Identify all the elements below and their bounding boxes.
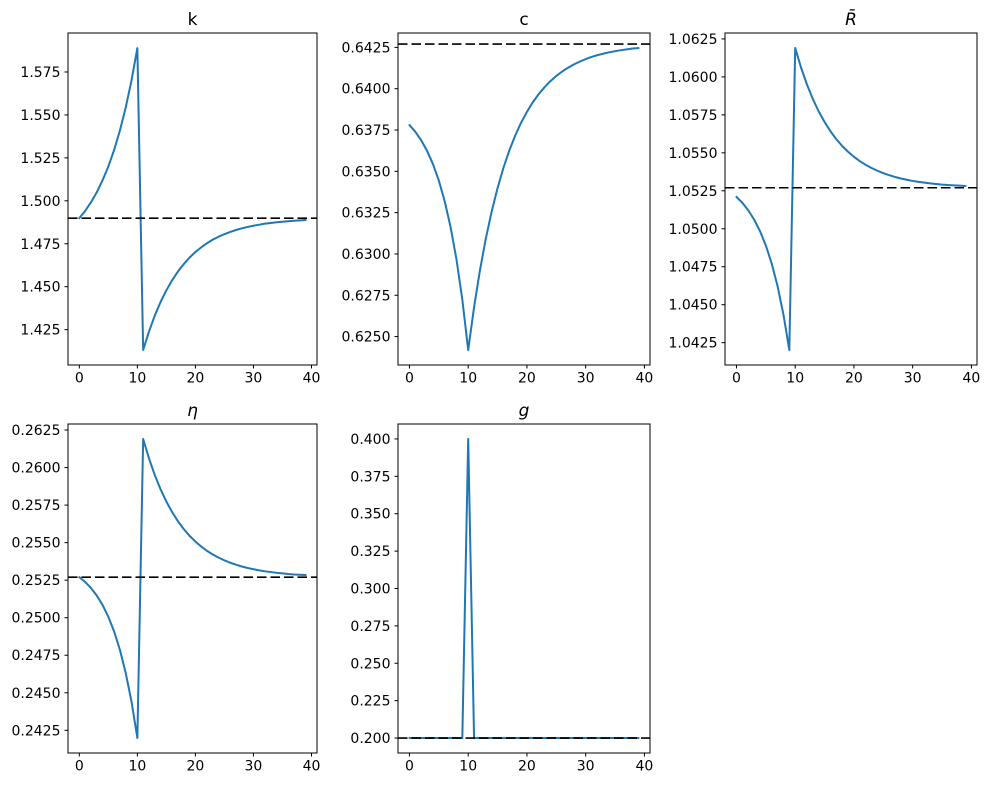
k-title: k [188, 10, 198, 30]
eta-ytick-label: 0.2450 [12, 686, 61, 702]
k-ytick-label: 1.425 [20, 323, 60, 339]
eta-ytick-label: 0.2600 [12, 461, 61, 477]
c-ytick-label: 0.6350 [342, 164, 391, 180]
g-xtick-label: 40 [636, 759, 654, 775]
Rbar-ytick-label: 1.0575 [669, 108, 718, 124]
Rbar-ytick-label: 1.0475 [669, 260, 718, 276]
c-title: c [519, 10, 528, 30]
g-xtick-label: 10 [459, 759, 477, 775]
Rbar-xtick-label: 40 [963, 371, 981, 387]
Rbar-xtick-label: 10 [786, 371, 804, 387]
g-title: g [519, 401, 530, 421]
c-xtick-label: 20 [518, 371, 536, 387]
c-xtick-label: 40 [636, 371, 654, 387]
eta-ytick-label: 0.2500 [12, 611, 61, 627]
eta-axes-frame [67, 423, 318, 754]
k-response-line [78, 47, 307, 351]
eta-xtick-label: 30 [245, 759, 263, 775]
Rbar-axes-frame [724, 32, 978, 366]
k-axes-frame [67, 32, 318, 366]
g-ytick-label: 0.250 [350, 656, 390, 672]
eta-xtick-label: 10 [128, 759, 146, 775]
k-ytick-label: 1.575 [20, 65, 60, 81]
g-ytick-label: 0.200 [350, 731, 390, 747]
g-ytick-label: 0.375 [350, 469, 390, 485]
eta-ytick-label: 0.2475 [12, 648, 61, 664]
subplot-g: 0 10 20 30 40 0.200 0.225 0.250 0.275 0.300 0.325 0… [350, 401, 653, 775]
Rbar-response-line [735, 47, 967, 351]
eta-ytick-label: 0.2625 [12, 423, 61, 439]
g-xtick-label: 30 [577, 759, 595, 775]
k-ytick-label: 1.550 [20, 108, 60, 124]
Rbar-ytick-label: 1.0500 [669, 222, 718, 238]
Rbar-xtick-label: 30 [904, 371, 922, 387]
g-ytick-label: 0.275 [350, 619, 390, 635]
eta-xtick-label: 20 [186, 759, 204, 775]
c-ytick-label: 0.6375 [342, 123, 391, 139]
Rbar-title: R̄ [845, 8, 857, 30]
eta-ytick-label: 0.2425 [12, 723, 61, 739]
subplot-Rbar: 0 10 20 30 40 1.0425 1.0450 1.0475 1.0500 1.0525 1… [669, 8, 981, 387]
k-ytick-label: 1.450 [20, 280, 60, 296]
g-axes-frame [397, 423, 651, 754]
eta-ytick-label: 0.2550 [12, 536, 61, 552]
c-xtick-label: 30 [577, 371, 595, 387]
g-ytick-label: 0.350 [350, 507, 390, 523]
g-ytick-label: 0.400 [350, 432, 390, 448]
k-ytick-label: 1.525 [20, 151, 60, 167]
c-ytick-label: 0.6250 [342, 330, 391, 346]
Rbar-ytick-label: 1.0450 [669, 298, 718, 314]
k-xtick-label: 10 [128, 371, 146, 387]
k-xtick-label: 0 [75, 371, 84, 387]
eta-title: η [187, 401, 198, 421]
c-ytick-label: 0.6400 [342, 82, 391, 98]
g-response-line [408, 437, 640, 740]
g-xtick-label: 0 [405, 759, 414, 775]
k-xtick-label: 30 [245, 371, 263, 387]
subplot-k: 0 10 20 30 40 1.425 1.450 1.475 1.500 1.525 1.550 1… [20, 10, 320, 387]
c-xtick-label: 10 [459, 371, 477, 387]
Rbar-ytick-label: 1.0600 [669, 70, 718, 86]
k-xtick-label: 20 [186, 371, 204, 387]
k-xtick-label: 40 [303, 371, 321, 387]
Rbar-ytick-label: 1.0425 [669, 336, 718, 352]
c-axes-frame [397, 32, 651, 366]
Rbar-ytick-label: 1.0550 [669, 146, 718, 162]
c-response-line [408, 47, 640, 351]
eta-ytick-label: 0.2525 [12, 573, 61, 589]
k-ytick-label: 1.500 [20, 194, 60, 210]
k-ytick-label: 1.475 [20, 237, 60, 253]
c-ytick-label: 0.6300 [342, 247, 391, 263]
Rbar-ytick-label: 1.0625 [669, 32, 718, 48]
g-ytick-label: 0.225 [350, 694, 390, 710]
subplot-c: 0 10 20 30 40 0.6250 0.6275 0.6300 0.6325 0.6350 0… [342, 10, 654, 387]
g-ytick-label: 0.300 [350, 582, 390, 598]
c-ytick-label: 0.6425 [342, 40, 391, 56]
Rbar-xtick-label: 0 [732, 371, 741, 387]
g-xtick-label: 20 [518, 759, 536, 775]
Rbar-ytick-label: 1.0525 [669, 184, 718, 200]
eta-xtick-label: 40 [303, 759, 321, 775]
subplot-eta: 0 10 20 30 40 0.2425 0.2450 0.2475 0.2500 0.2525 0… [12, 401, 321, 775]
c-ytick-label: 0.6275 [342, 288, 391, 304]
eta-response-line [78, 438, 307, 739]
g-ytick-label: 0.325 [350, 544, 390, 560]
c-ytick-label: 0.6325 [342, 206, 391, 222]
eta-ytick-label: 0.2575 [12, 498, 61, 514]
eta-xtick-label: 0 [75, 759, 84, 775]
Rbar-xtick-label: 20 [845, 371, 863, 387]
c-xtick-label: 0 [405, 371, 414, 387]
